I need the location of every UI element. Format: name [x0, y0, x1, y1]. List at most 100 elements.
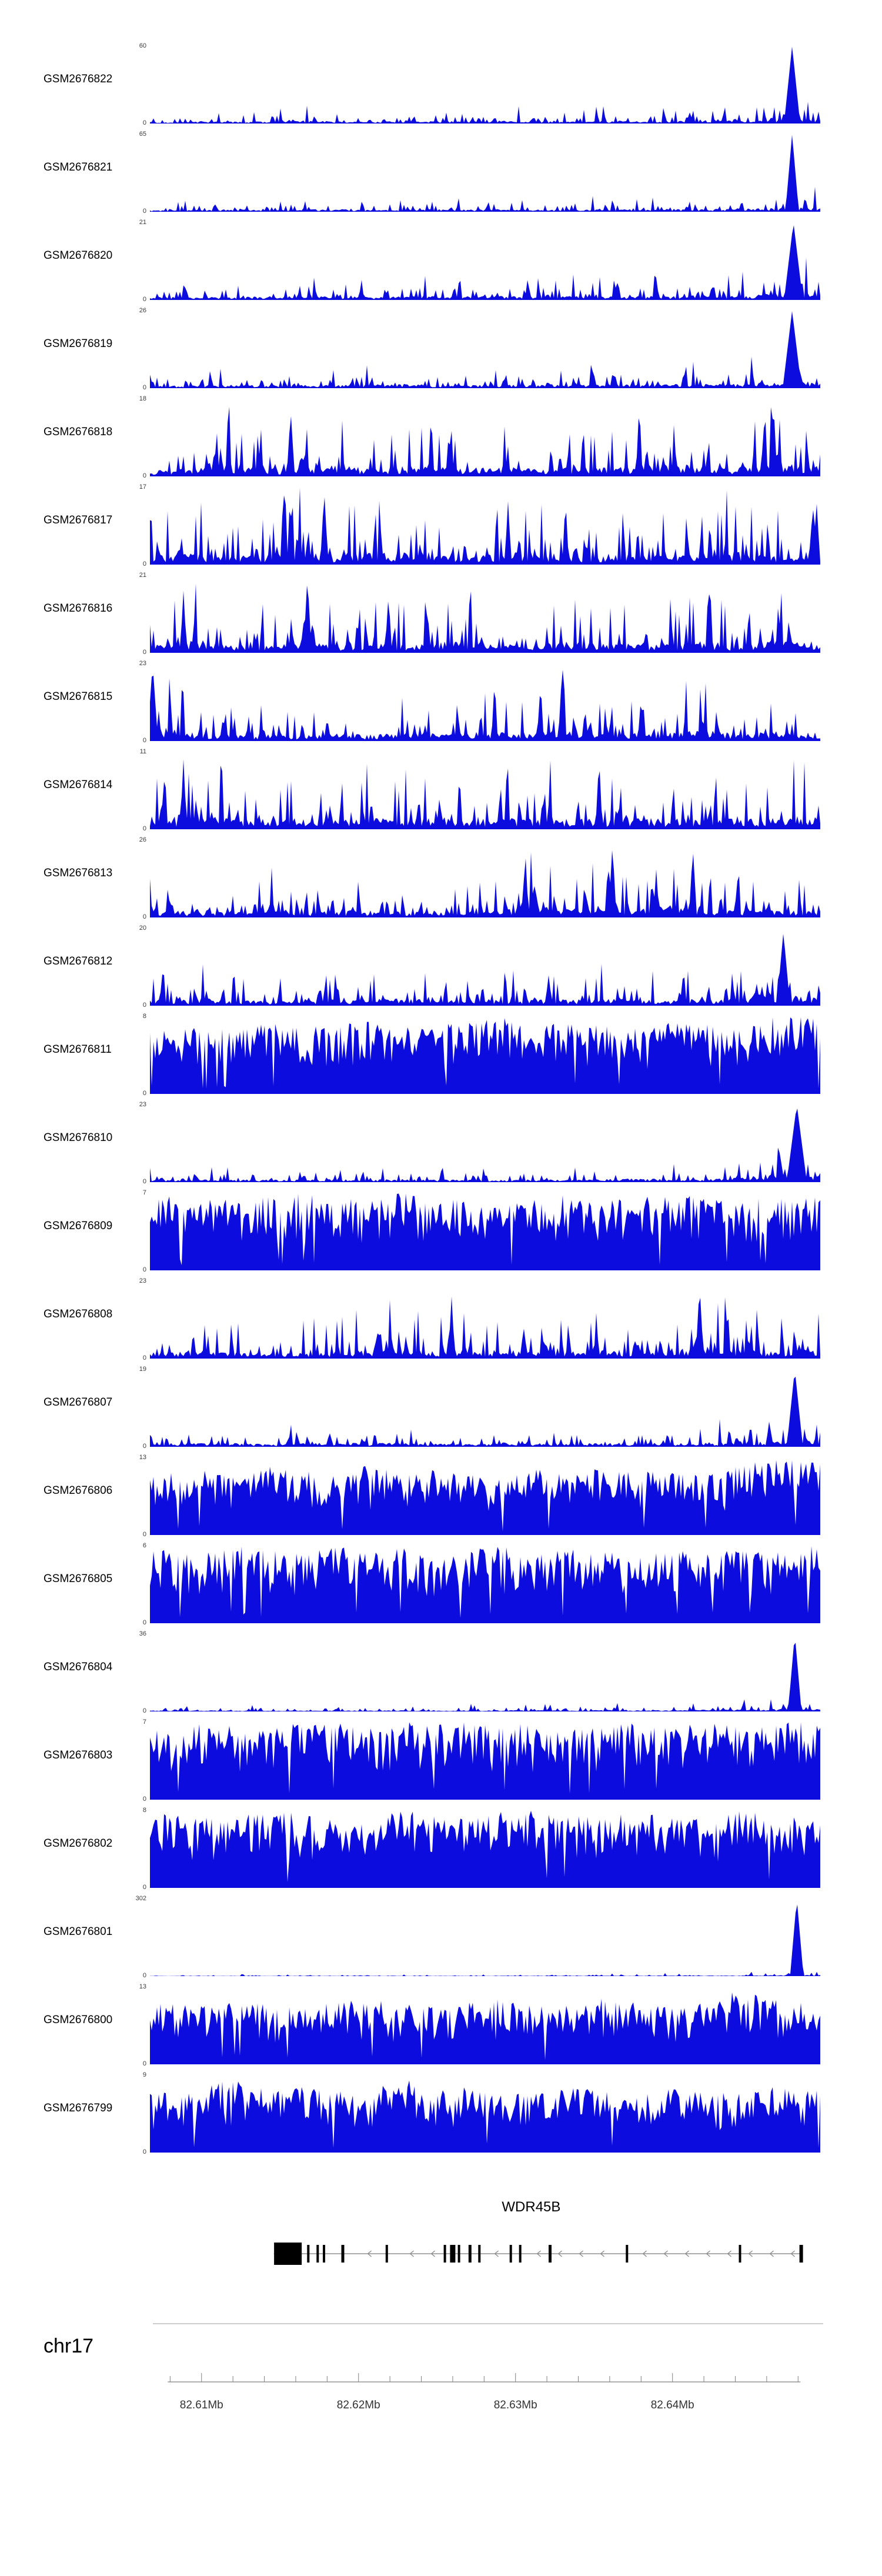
- coverage-signal: [150, 135, 820, 212]
- y-axis-max: 302: [135, 1895, 146, 1902]
- coverage-signal: [150, 583, 820, 653]
- strand-arrow-left-icon: [557, 2250, 562, 2257]
- gene-exon: [274, 2243, 302, 2265]
- coverage-track: GSM2676809 7 0: [0, 1182, 882, 1273]
- strand-arrow-left-icon: [409, 2250, 414, 2257]
- track-plot: 65 0: [139, 131, 820, 215]
- coverage-signal: [150, 1643, 820, 1711]
- track-plot: 26 0: [139, 308, 820, 391]
- coverage-signal: [150, 669, 820, 741]
- track-label: GSM2676805: [44, 1573, 113, 1585]
- y-axis-min: 0: [142, 1354, 146, 1362]
- coverage-signal: [150, 1722, 820, 1800]
- coverage-track: GSM2676810 23 0: [0, 1094, 882, 1185]
- strand-arrow-left-icon: [727, 2250, 731, 2257]
- track-plot: 60 0: [139, 43, 820, 126]
- y-axis-max: 7: [142, 1189, 146, 1196]
- track-label: GSM2676817: [44, 514, 113, 526]
- y-axis-max: 13: [139, 1983, 146, 1990]
- y-axis-min: 0: [142, 737, 146, 744]
- coverage-signal: [150, 1904, 820, 1976]
- track-plot: 23 0: [139, 1278, 820, 1362]
- track-label: GSM2676816: [44, 602, 113, 615]
- coverage-signal: [150, 1193, 820, 1270]
- track-plot: 26 0: [139, 837, 820, 920]
- y-axis-max: 36: [139, 1630, 146, 1637]
- coverage-area: [150, 488, 820, 565]
- coverage-track: GSM2676816 21 0: [0, 565, 882, 656]
- gene-exon: [509, 2245, 512, 2263]
- y-axis-min: 0: [142, 560, 146, 568]
- track-label: GSM2676815: [44, 690, 113, 703]
- track-plot: 17 0: [139, 484, 820, 568]
- track-plot: 36 0: [139, 1631, 820, 1714]
- gene-exon: [478, 2245, 481, 2263]
- y-axis-min: 0: [142, 1972, 146, 1979]
- y-axis-min: 0: [142, 208, 146, 215]
- strand-arrow-left-icon: [790, 2250, 795, 2257]
- track-label: GSM2676820: [44, 249, 113, 262]
- coverage-track: GSM2676820 21 0: [0, 212, 882, 303]
- y-axis-min: 0: [142, 472, 146, 479]
- chromosome-label: chr17: [44, 2335, 94, 2357]
- y-axis-min: 0: [142, 1884, 146, 1891]
- coverage-area: [150, 669, 820, 741]
- y-axis-max: 65: [139, 131, 146, 138]
- gene-name-label: WDR45B: [502, 2199, 560, 2215]
- coverage-area: [150, 1108, 820, 1182]
- coverage-track: GSM2676822 60 0: [0, 35, 882, 126]
- coverage-signal: [150, 1460, 820, 1535]
- strand-arrow-left-icon: [684, 2250, 689, 2257]
- coverage-track: GSM2676800 13 0: [0, 1976, 882, 2067]
- track-plot: 9 0: [143, 2072, 820, 2155]
- track-label: GSM2676799: [44, 2102, 113, 2114]
- coverage-area: [150, 1460, 820, 1535]
- y-axis-min: 0: [142, 1002, 146, 1009]
- track-plot: 8 0: [143, 1807, 820, 1891]
- coverage-area: [150, 2080, 820, 2153]
- track-plot: 23 0: [139, 1102, 820, 1185]
- y-axis-max: 17: [139, 483, 146, 490]
- y-axis-max: 13: [139, 1454, 146, 1461]
- track-plot: 20 0: [139, 925, 820, 1009]
- track-plot: 19 0: [139, 1366, 820, 1450]
- coverage-signal: [150, 488, 820, 565]
- coverage-area: [150, 759, 820, 829]
- strand-arrow-left-icon: [748, 2250, 753, 2257]
- coverage-area: [150, 1017, 820, 1094]
- y-axis-min: 0: [142, 1266, 146, 1273]
- gene-exon: [443, 2245, 446, 2263]
- track-plot: 302 0: [136, 1896, 820, 1979]
- track-plot: 21 0: [139, 219, 820, 303]
- coverage-signal: [150, 46, 820, 124]
- track-label: GSM2676804: [44, 1661, 113, 1673]
- y-axis-min: 0: [142, 2060, 146, 2067]
- y-axis-max: 21: [139, 219, 146, 226]
- y-axis-max: 21: [139, 572, 146, 579]
- coverage-tracks: GSM2676822 60 0 GSM2676821 65 0 GSM26768…: [0, 35, 882, 2155]
- coverage-track: GSM2676821 65 0: [0, 124, 882, 215]
- gene-exon: [307, 2245, 310, 2263]
- coverage-signal: [150, 759, 820, 829]
- y-axis-min: 0: [142, 2148, 146, 2155]
- coverage-track: GSM2676807 19 0: [0, 1359, 882, 1450]
- coverage-area: [150, 1643, 820, 1711]
- y-axis-max: 26: [139, 836, 146, 843]
- track-label: GSM2676822: [44, 73, 113, 85]
- track-label: GSM2676819: [44, 338, 113, 350]
- coverage-track: GSM2676811 8 0: [0, 1006, 882, 1097]
- track-label: GSM2676807: [44, 1396, 113, 1409]
- chromosome-axis: 82.61Mb 82.62Mb 82.63Mb 82.64Mb: [153, 2323, 823, 2411]
- y-axis-min: 0: [142, 1090, 146, 1097]
- y-axis-min: 0: [142, 1707, 146, 1714]
- track-label: GSM2676806: [44, 1484, 113, 1497]
- coverage-area: [150, 583, 820, 653]
- coverage-area: [150, 311, 820, 388]
- strand-arrow-left-icon: [663, 2250, 668, 2257]
- coverage-area: [150, 850, 820, 917]
- y-axis-min: 0: [142, 119, 146, 126]
- strand-arrow-left-icon: [367, 2250, 372, 2257]
- coverage-track: GSM2676802 8 0: [0, 1800, 882, 1891]
- chromosome-axis-region: chr17 82.61Mb 82.62Mb 82.63Mb 82.64Mb: [0, 2276, 882, 2576]
